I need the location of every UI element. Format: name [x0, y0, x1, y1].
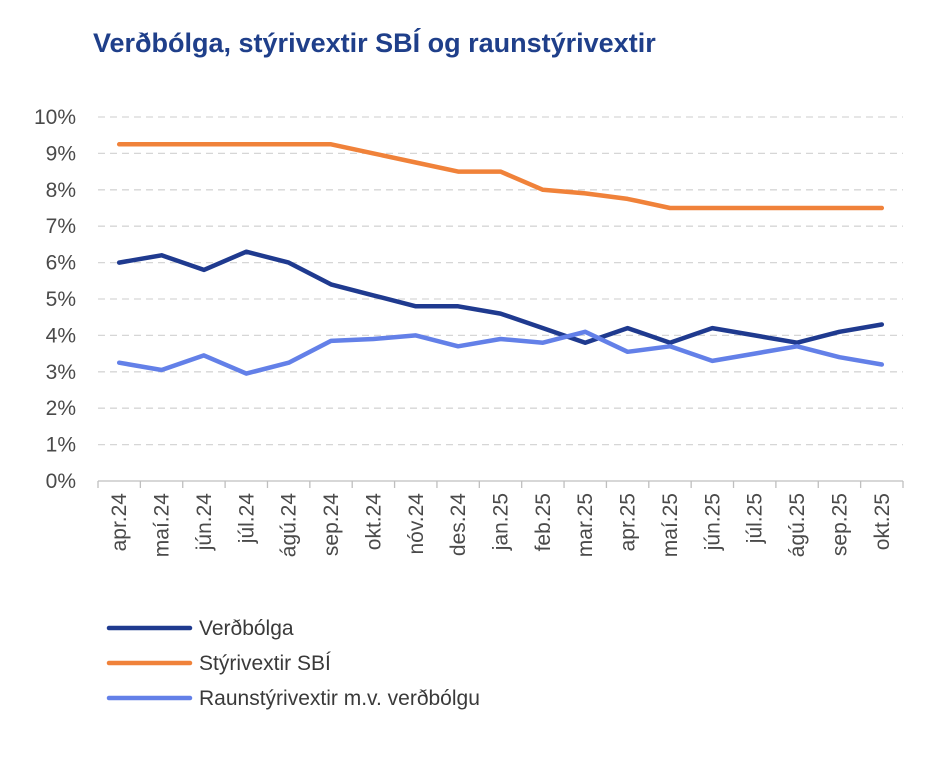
x-tick-label: feb.25 [532, 493, 555, 551]
y-tick-label: 6% [46, 252, 76, 275]
x-tick-label: ágú.25 [786, 493, 809, 557]
series-line-0 [116, 249, 885, 345]
x-tick-label: mar.25 [574, 493, 597, 557]
y-tick-label: 9% [46, 142, 76, 165]
y-tick-label: 4% [46, 324, 76, 347]
x-tick-label: jan.25 [490, 493, 513, 551]
x-tick-label: nóv.24 [405, 493, 428, 555]
x-tick-label: jún.24 [193, 493, 216, 552]
x-tick-label: ágú.24 [278, 493, 301, 558]
x-tick-label: sep.25 [828, 493, 851, 556]
y-tick-label: 0% [46, 470, 76, 493]
x-tick-label: apr.25 [617, 493, 640, 551]
x-tick-label: sep.24 [320, 493, 343, 556]
y-tick-label: 2% [46, 397, 76, 420]
y-tick-label: 3% [46, 361, 76, 384]
legend-label: Verðbólga [199, 617, 294, 640]
gridlines [98, 116, 903, 446]
x-tick-label: apr.24 [108, 493, 131, 552]
y-tick-label: 8% [46, 179, 76, 202]
x-tick-label: maí.25 [659, 493, 682, 557]
y-axis-tick-labels: 0% 1% 2% 3% 4% 5% 6% 7% 8% 9% 10% [34, 106, 76, 493]
x-tick-label: jún.25 [701, 493, 724, 551]
x-tick-label: des.24 [447, 493, 470, 556]
y-tick-label: 1% [46, 434, 76, 457]
x-tick-label: okt.25 [871, 493, 894, 550]
legend-label: Raunstýrivextir m.v. verðbólgu [199, 687, 480, 710]
axes [97, 480, 904, 488]
x-tick-label: maí.24 [151, 493, 174, 558]
series-line-2 [116, 329, 885, 376]
x-tick-label: júl.24 [235, 493, 258, 545]
x-tick-label: júl.25 [744, 493, 767, 544]
x-axis-tick-labels: apr.24 maí.24 jún.24 júl.24 ágú.24 sep.24 okt.… [108, 493, 894, 558]
x-tick-label: okt.24 [362, 493, 385, 551]
y-tick-label: 10% [34, 106, 76, 129]
legend: Verðbólga Stýrivextir SBÍ Raunstýrivextir … [106, 617, 480, 710]
series-lines [116, 142, 885, 376]
legend-label: Stýrivextir SBÍ [199, 652, 331, 675]
chart-title: Verðbólga, stýrivextir SBÍ og raunstýriv… [93, 28, 656, 58]
series-line-1 [116, 142, 885, 211]
y-tick-label: 7% [46, 215, 76, 238]
y-tick-label: 5% [46, 288, 76, 311]
